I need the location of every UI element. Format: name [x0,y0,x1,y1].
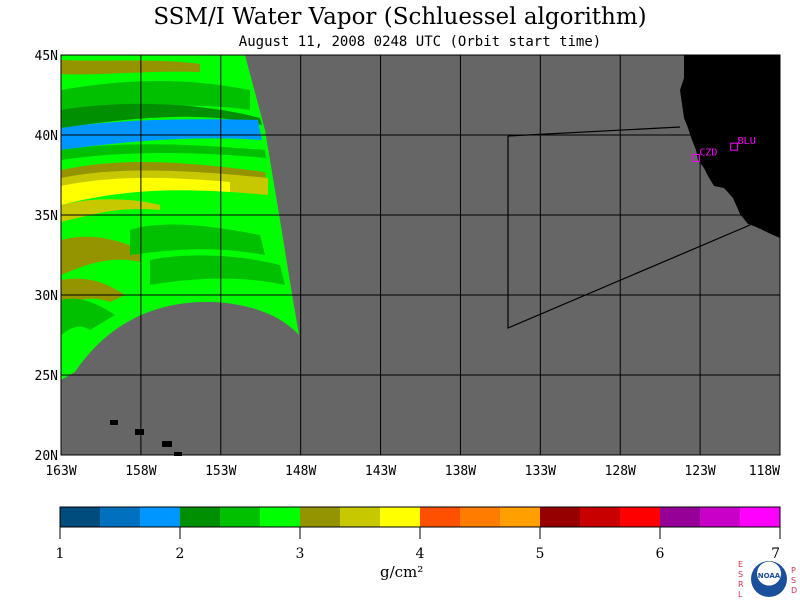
colorbar-swatch [100,507,141,527]
station-marker [730,142,739,151]
colorbar-tick-label: 6 [656,546,665,562]
lon-tick-label: 128W [605,464,636,479]
lon-tick-label: 133W [525,464,556,479]
colorbar-swatch [500,507,541,527]
colorbar-swatch [660,507,701,527]
colorbar-tick-label: 1 [56,546,65,562]
colorbar-swatch [220,507,261,527]
colorbar-swatch [140,507,181,527]
lat-tick-label: 45N [35,49,58,64]
graticule [60,54,781,456]
lon-tick-label: 148W [285,464,316,479]
station-label: CZD [699,147,717,158]
colorbar-swatch [380,507,421,527]
colorbar-tick-label: 7 [771,546,780,562]
noaa-logo: NOAA [751,561,787,597]
stations: CZD BLU [691,136,756,162]
noaa-logo-text: NOAA [757,572,781,580]
domain-outline [507,126,751,329]
colorbar-swatch [460,507,501,527]
colorbar-tick-label: 2 [176,546,185,562]
colorbar-swatch [740,507,781,527]
colorbar-swatch [340,507,381,527]
colorbar-swatch [260,507,301,527]
colorbar: 1 2 3 4 5 6 7 [56,506,781,562]
colorbar-swatch [180,507,221,527]
station-marker [691,153,700,162]
map-title: SSM/I Water Vapor (Schluessel algorithm) [153,4,647,30]
lat-tick-label: 35N [35,209,58,224]
colorbar-swatch [700,507,741,527]
lon-tick-label: 158W [125,464,156,479]
colorbar-swatch [620,507,661,527]
lat-tick-label: 30N [35,289,58,304]
map-subtitle: August 11, 2008 0248 UTC (Orbit start ti… [238,34,602,50]
colorbar-swatch [60,507,101,527]
colorbar-tick-label: 5 [536,546,545,562]
colorbar-tick-label: 3 [296,546,305,562]
lat-tick-label: 25N [35,369,58,384]
colorbar-units: g/cm² [380,563,424,581]
lon-tick-label: 123W [684,464,715,479]
data-swath [61,55,299,380]
lat-tick-label: 40N [35,129,58,144]
land-mass [110,55,780,456]
lon-tick-label: 118W [749,464,780,479]
colorbar-swatch [300,507,341,527]
lon-tick-label: 143W [365,464,396,479]
lat-tick-label: 20N [35,449,58,464]
station-label: BLU [738,136,756,147]
axis-labels: 163W 158W 153W 148W 143W 138W 133W 128W 123W 118W… [35,49,781,479]
colorbar-tick-label: 4 [416,546,425,562]
colorbar-swatch [540,507,581,527]
lon-tick-label: 153W [205,464,236,479]
colorbar-swatch [420,507,461,527]
colorbar-swatch [580,507,621,527]
lon-tick-label: 163W [45,464,76,479]
lon-tick-label: 138W [445,464,476,479]
